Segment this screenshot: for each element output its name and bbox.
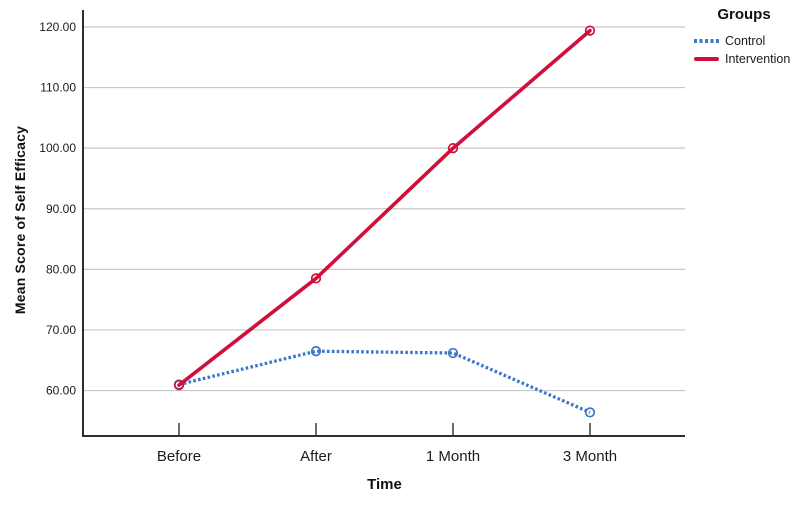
y-tick-label: 110.00 <box>40 81 76 95</box>
legend-entry-control: Control <box>694 32 794 50</box>
intervention-series-line <box>177 28 592 387</box>
intervention-data-marker <box>310 273 322 284</box>
x-category-label: 3 Month <box>563 448 617 465</box>
y-tick-label: 90.00 <box>46 202 76 216</box>
legend-entry-intervention: Intervention <box>694 50 794 68</box>
x-axis-title: Time <box>367 476 402 493</box>
control-series-line <box>178 349 591 414</box>
intervention-data-marker <box>173 379 185 391</box>
legend-label-control: Control <box>725 34 766 48</box>
intervention-data-marker <box>447 143 459 154</box>
control-data-marker <box>310 346 322 357</box>
y-tick-label: 80.00 <box>46 262 76 276</box>
y-tick-label: 60.00 <box>46 384 76 398</box>
legend: Groups Control Intervention <box>694 6 794 68</box>
intervention-data-marker <box>584 25 596 36</box>
x-category-label: After <box>300 448 332 465</box>
y-axis-title: Mean Score of Self Efficacy <box>12 125 28 315</box>
intervention-solid-line-swatch <box>694 57 719 61</box>
x-category-label: 1 Month <box>426 448 480 465</box>
legend-label-intervention: Intervention <box>725 52 791 66</box>
y-tick-label: 70.00 <box>46 323 76 337</box>
legend-title: Groups <box>717 6 771 23</box>
x-category-label: Before <box>157 448 201 465</box>
control-data-marker <box>584 407 596 418</box>
control-data-marker <box>447 347 459 359</box>
y-tick-label: 100.00 <box>39 141 76 155</box>
y-tick-label: 120.00 <box>39 20 76 34</box>
control-dotted-line-swatch <box>694 39 719 43</box>
